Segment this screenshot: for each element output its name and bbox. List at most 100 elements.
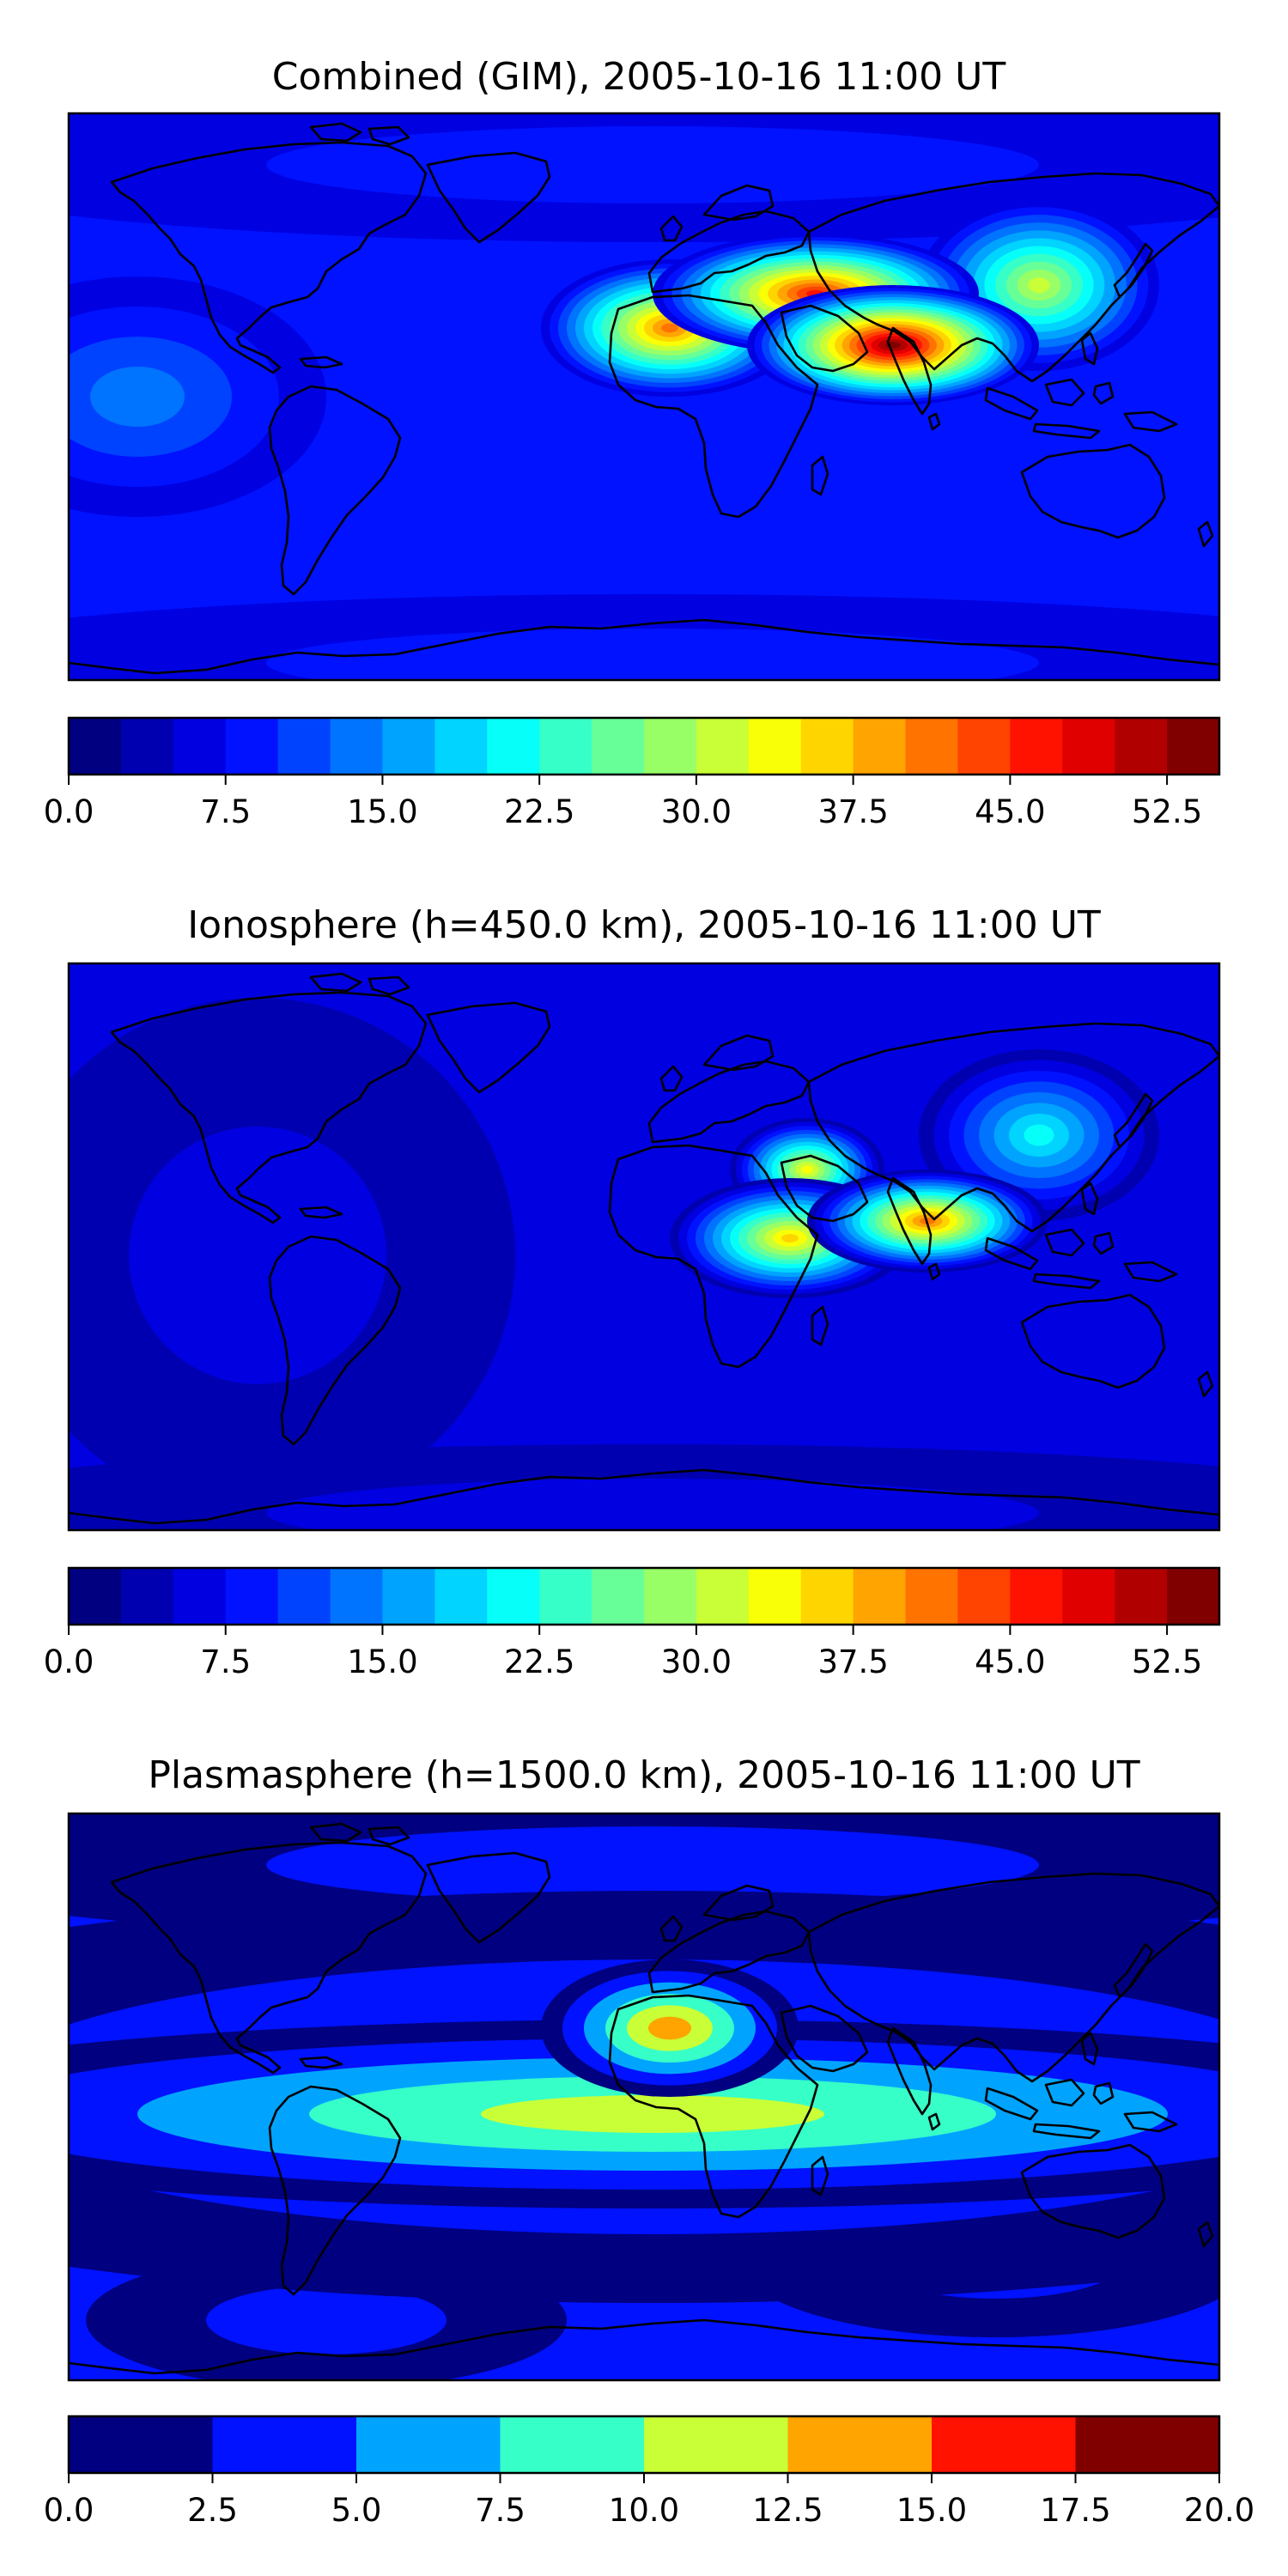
field-contour-band (481, 2095, 824, 2133)
panel-1-field (69, 113, 1219, 680)
colorbar-swatch (592, 1568, 645, 1625)
colorbar-swatch (696, 718, 750, 775)
colorbar-swatch (382, 718, 435, 775)
field-contour-band (266, 629, 1039, 680)
colorbar-swatch (644, 718, 697, 775)
panel-1-map-frame (67, 112, 1221, 682)
colorbar-swatch (225, 1568, 279, 1625)
colorbar-swatch (853, 718, 907, 775)
colorbar-tick-label: 0.0 (44, 793, 94, 830)
colorbar-swatch (69, 1568, 122, 1625)
colorbar-swatch (487, 718, 540, 775)
panel-1-colorbar-frame (67, 716, 1221, 776)
colorbar-swatch (1115, 718, 1168, 775)
colorbar-swatch (277, 718, 331, 775)
colorbar-swatch (800, 718, 854, 775)
colorbar-swatch (225, 718, 279, 775)
colorbar-tick-label: 2.5 (187, 2492, 238, 2529)
panel-2-colorbar-swatches (69, 1568, 1220, 1625)
colorbar-tick-label: 7.5 (200, 1643, 251, 1680)
colorbar-swatch (500, 2416, 645, 2473)
panel-1-colorbar: 0.0 7.5 15.0 22.5 30.0 37.5 45.0 52.5 (44, 716, 1221, 830)
panel-2-colorbar-ticks: 0.0 7.5 15.0 22.5 30.0 37.5 45.0 52.5 (44, 1625, 1202, 1680)
panel-1-colorbar-swatches (69, 718, 1220, 775)
colorbar-swatch (1115, 1568, 1168, 1625)
colorbar-tick-label: 37.5 (817, 793, 888, 830)
colorbar-tick-label: 15.0 (347, 1643, 417, 1680)
colorbar-swatch (434, 1568, 488, 1625)
colorbar-swatch (539, 1568, 592, 1625)
colorbar-swatch (487, 1568, 540, 1625)
colorbar-swatch (644, 1568, 697, 1625)
field-contour-band (1024, 1124, 1054, 1146)
colorbar-tick-label: 0.0 (44, 1643, 94, 1680)
colorbar-swatch (1062, 1568, 1115, 1625)
panel-2-colorbar-frame (67, 1566, 1221, 1626)
colorbar-swatch (592, 718, 645, 775)
field-contour-band (266, 126, 1039, 204)
colorbar-tick-label: 17.5 (1040, 2492, 1110, 2529)
colorbar-swatch (644, 2416, 789, 2473)
panel-3-map (67, 1812, 1221, 2382)
panel-1-title: Combined (GIM), 2005-10-16 11:00 UT (272, 55, 1006, 99)
colorbar-swatch (853, 1568, 907, 1625)
colorbar-swatch (800, 1568, 854, 1625)
colorbar-tick-label: 10.0 (609, 2492, 679, 2529)
colorbar-swatch (905, 718, 959, 775)
colorbar-swatch (382, 1568, 435, 1625)
field-contour-band (266, 1479, 1039, 1530)
colorbar-swatch (748, 718, 802, 775)
colorbar-swatch (173, 1568, 227, 1625)
panel-3-colorbar-ticks: 0.0 2.5 5.0 7.5 10.0 12.5 15.0 17.5 20.0 (44, 2473, 1255, 2529)
colorbar-swatch (1167, 718, 1220, 775)
colorbar-swatch (957, 718, 1011, 775)
panel-3-map-frame (67, 1812, 1221, 2382)
panel-3-colorbar-swatches (69, 2416, 1220, 2473)
colorbar-tick-label: 52.5 (1132, 1643, 1202, 1680)
colorbar-swatch (120, 1568, 174, 1625)
colorbar-swatch (69, 2416, 214, 2473)
colorbar-tick-label: 7.5 (475, 2492, 526, 2529)
field-contour-band (206, 2286, 447, 2354)
field-contour-band (661, 323, 678, 333)
colorbar-tick-label: 22.5 (504, 793, 574, 830)
colorbar-swatch (434, 718, 488, 775)
field-contour-band (129, 1127, 386, 1384)
panel-3-field (69, 1814, 1219, 2380)
colorbar-swatch (212, 2416, 357, 2473)
field-contour-band (781, 1234, 799, 1242)
colorbar-tick-label: 15.0 (347, 793, 417, 830)
field-contour-band (90, 367, 185, 427)
colorbar-tick-label: 7.5 (200, 793, 251, 830)
colorbar-tick-label: 5.0 (331, 2492, 382, 2529)
colorbar-swatch (1010, 718, 1063, 775)
colorbar-swatch (932, 2416, 1077, 2473)
colorbar-swatch (69, 718, 122, 775)
panel-2-colorbar: 0.0 7.5 15.0 22.5 30.0 37.5 45.0 52.5 (44, 1566, 1221, 1680)
colorbar-tick-label: 45.0 (975, 1643, 1045, 1680)
colorbar-swatch (120, 718, 174, 775)
colorbar-swatch (1010, 1568, 1063, 1625)
colorbar-swatch (1062, 718, 1115, 775)
colorbar-swatch (787, 2416, 933, 2473)
colorbar-tick-label: 52.5 (1132, 793, 1202, 830)
panel-3-title: Plasmasphere (h=1500.0 km), 2005-10-16 1… (148, 1753, 1139, 1797)
colorbar-tick-label: 22.5 (504, 1643, 574, 1680)
colorbar-swatch (330, 718, 384, 775)
panel-2-field (69, 963, 1219, 1530)
panel-3-colorbar: 0.0 2.5 5.0 7.5 10.0 12.5 15.0 17.5 20.0 (44, 2415, 1255, 2529)
colorbar-swatch (1167, 1568, 1220, 1625)
colorbar-swatch (173, 718, 227, 775)
colorbar-swatch (356, 2416, 501, 2473)
colorbar-swatch (539, 718, 592, 775)
colorbar-tick-label: 20.0 (1184, 2492, 1255, 2529)
colorbar-swatch (748, 1568, 802, 1625)
colorbar-swatch (330, 1568, 384, 1625)
field-contour-band (648, 2016, 691, 2040)
field-contour-band (801, 1165, 813, 1174)
panel-1-map (67, 112, 1221, 682)
panel-2-title: Ionosphere (h=450.0 km), 2005-10-16 11:0… (187, 903, 1101, 947)
colorbar-tick-label: 15.0 (896, 2492, 967, 2529)
colorbar-swatch (277, 1568, 331, 1625)
